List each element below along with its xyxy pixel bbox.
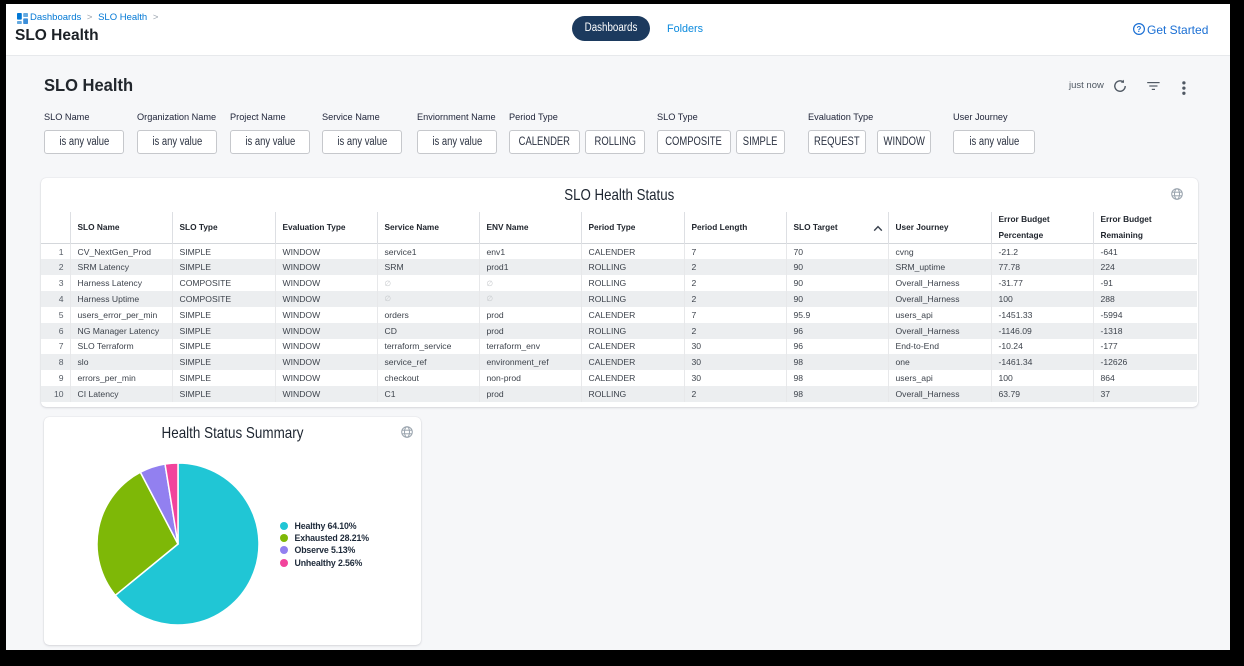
svg-text:?: ?: [1137, 25, 1142, 34]
